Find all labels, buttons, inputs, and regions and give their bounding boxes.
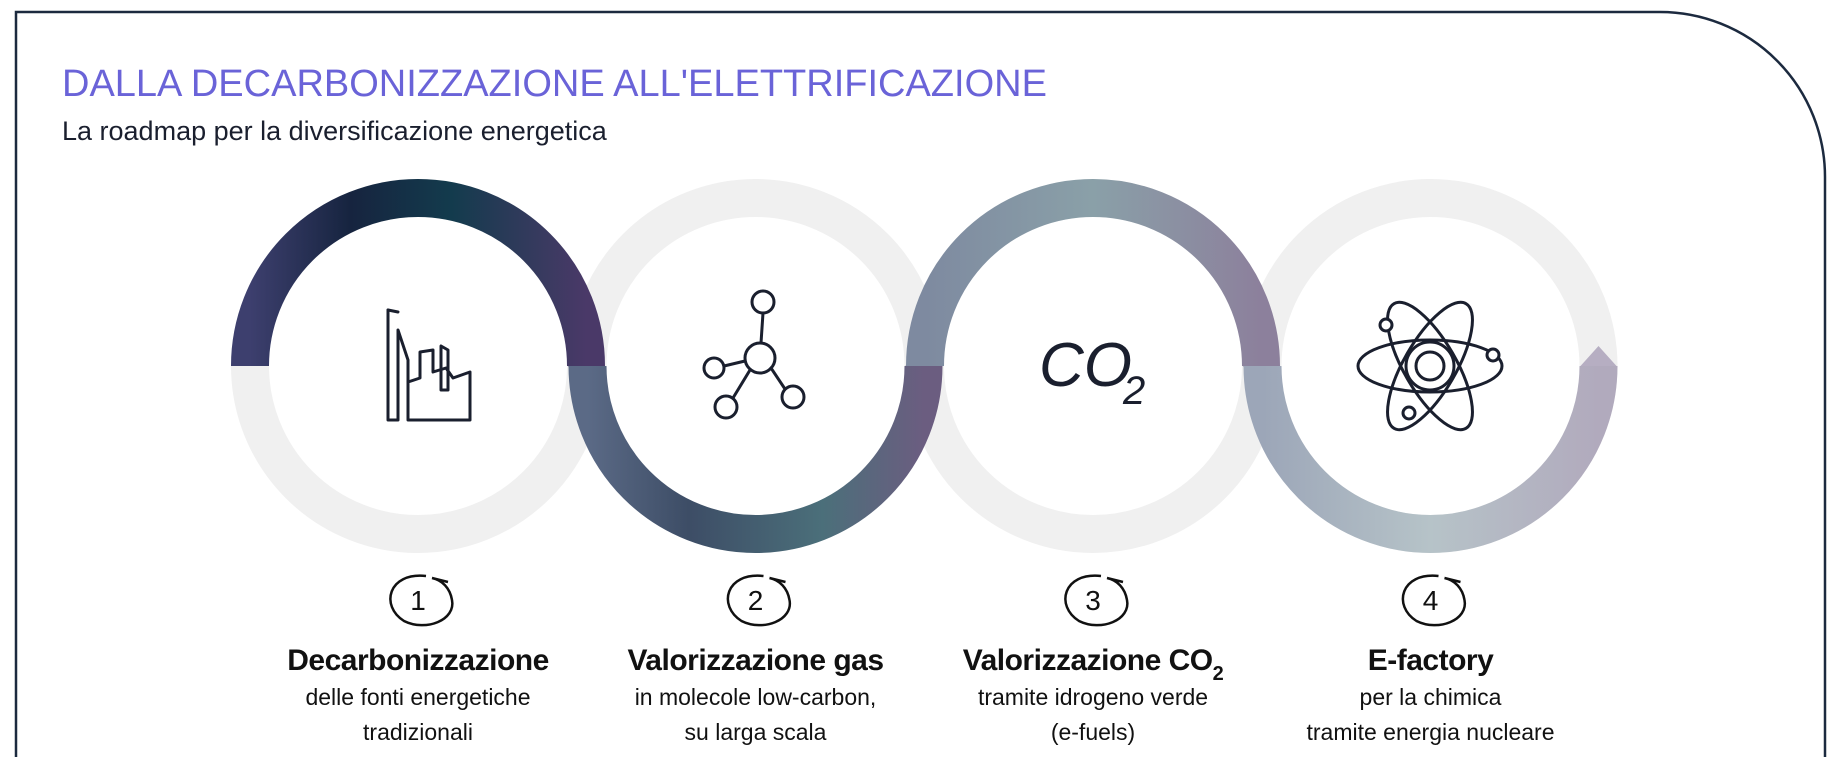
step-line: delle fonti energetiche <box>305 684 530 710</box>
step-title: Valorizzazione CO2 <box>963 644 1224 685</box>
step-title-text: Decarbonizzazione <box>287 644 549 677</box>
ring-arc <box>568 365 943 553</box>
step-title: Decarbonizzazione <box>287 644 549 677</box>
molecule-icon <box>702 289 806 420</box>
step-line: in molecole low-carbon, <box>635 684 877 710</box>
step-number: 2 <box>748 585 764 616</box>
step-title: Valorizzazione gas <box>627 644 883 677</box>
factory-icon <box>386 308 472 422</box>
rings <box>231 179 1618 553</box>
ring-arc <box>231 179 605 367</box>
title: DALLA DECARBONIZZAZIONE ALL'ELETTRIFICAZ… <box>62 63 1047 105</box>
step-title-text: Valorizzazione CO <box>963 644 1213 677</box>
step-line: per la chimica <box>1360 684 1502 710</box>
step-number: 3 <box>1085 585 1101 616</box>
step-line: (e-fuels) <box>1051 719 1135 745</box>
icon-text: CO <box>1039 331 1132 400</box>
step-line: su larga scala <box>685 719 827 745</box>
step-number: 4 <box>1423 585 1439 616</box>
step-line: tradizionali <box>363 719 473 745</box>
step-title: E-factory <box>1368 644 1494 677</box>
number-circle <box>1401 574 1466 627</box>
arrow-tip <box>1580 346 1617 366</box>
step-line: tramite idrogeno verde <box>978 684 1208 710</box>
step-line: tramite energia nucleare <box>1306 719 1554 745</box>
ring-arc <box>1243 365 1618 553</box>
icons <box>386 289 1504 432</box>
ring-arc <box>906 179 1280 367</box>
step-number: 1 <box>410 585 426 616</box>
atom-icon <box>1356 300 1504 432</box>
steps: 1 Decarbonizzazione delle fonti energetich… <box>287 331 1554 745</box>
frame <box>14 10 1827 757</box>
step-title-subscript: 2 <box>1213 663 1224 685</box>
number-circle <box>1064 574 1129 627</box>
number-circle <box>726 574 791 627</box>
step-title-text: E-factory <box>1368 644 1494 677</box>
subtitle: La roadmap per la diversificazione energ… <box>62 116 608 146</box>
icon-subscript: 2 <box>1122 369 1145 413</box>
number-circle <box>389 574 454 627</box>
step-title-text: Valorizzazione gas <box>627 644 883 677</box>
